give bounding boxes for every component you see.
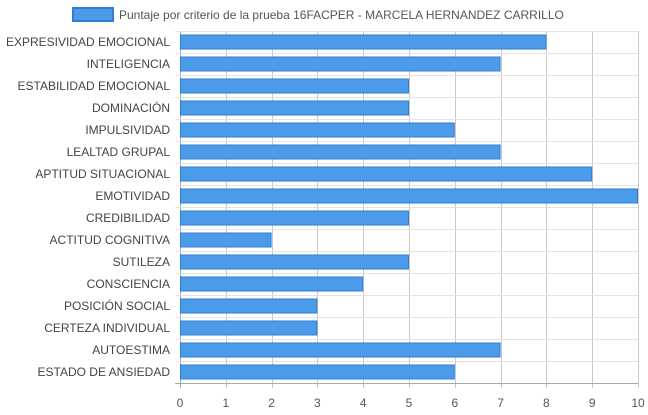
bar[interactable] <box>180 232 272 248</box>
grid-lines <box>175 31 639 388</box>
x-tick-label: 9 <box>589 396 596 410</box>
bar[interactable] <box>180 364 455 380</box>
bar[interactable] <box>180 210 409 226</box>
bar[interactable] <box>180 188 638 204</box>
category-label: IMPULSIVIDAD <box>85 123 170 137</box>
bar[interactable] <box>180 254 409 270</box>
x-tick-label: 2 <box>268 396 275 410</box>
bar[interactable] <box>180 320 318 336</box>
legend-label: Puntaje por criterio de la prueba 16FACP… <box>119 8 564 22</box>
category-label: EMOTIVIDAD <box>95 189 170 203</box>
category-label: ACTITUD COGNITIVA <box>50 233 170 247</box>
x-tick-label: 6 <box>451 396 458 410</box>
bar[interactable] <box>180 276 364 292</box>
bar[interactable] <box>180 298 318 314</box>
bar[interactable] <box>180 100 409 116</box>
x-tick-label: 4 <box>360 396 367 410</box>
bar[interactable] <box>180 166 593 182</box>
category-label: SUTILEZA <box>113 255 170 269</box>
category-label: AUTOESTIMA <box>92 343 170 357</box>
x-tick-label: 3 <box>314 396 321 410</box>
category-label: CERTEZA INDIVIDUAL <box>44 321 170 335</box>
category-label: LEALTAD GRUPAL <box>67 145 171 159</box>
category-label: DOMINACIÓN <box>92 100 170 115</box>
x-tick-label: 1 <box>222 396 229 410</box>
x-tick-label: 8 <box>543 396 550 410</box>
category-label: ESTADO DE ANSIEDAD <box>38 365 171 379</box>
bar[interactable] <box>180 56 501 72</box>
category-label: EXPRESIVIDAD EMOCIONAL <box>6 35 170 49</box>
bar[interactable] <box>180 78 409 94</box>
y-axis-labels: EXPRESIVIDAD EMOCIONAL INTELIGENCIA ESTABI… <box>6 35 170 379</box>
bar[interactable] <box>180 34 547 50</box>
category-label: ESTABILIDAD EMOCIONAL <box>18 79 171 93</box>
category-label: POSICIÓN SOCIAL <box>64 298 170 313</box>
legend[interactable]: Puntaje por criterio de la prueba 16FACP… <box>72 7 564 22</box>
category-label: APTITUD SITUACIONAL <box>35 167 170 181</box>
legend-swatch <box>72 7 114 22</box>
x-tick-label: 7 <box>497 396 504 410</box>
x-tick-label: 5 <box>406 396 413 410</box>
category-label: CREDIBILIDAD <box>86 211 170 225</box>
category-label: INTELIGENCIA <box>87 57 170 71</box>
bar[interactable] <box>180 144 501 160</box>
x-tick-label: 10 <box>631 396 645 410</box>
bars <box>180 34 638 380</box>
bar[interactable] <box>180 342 501 358</box>
category-label: CONSCIENCIA <box>87 277 170 291</box>
x-axis-tick-labels: 0 1 2 3 4 5 6 7 8 9 10 <box>177 396 645 410</box>
x-tick-label: 0 <box>177 396 184 410</box>
bar[interactable] <box>180 122 455 138</box>
